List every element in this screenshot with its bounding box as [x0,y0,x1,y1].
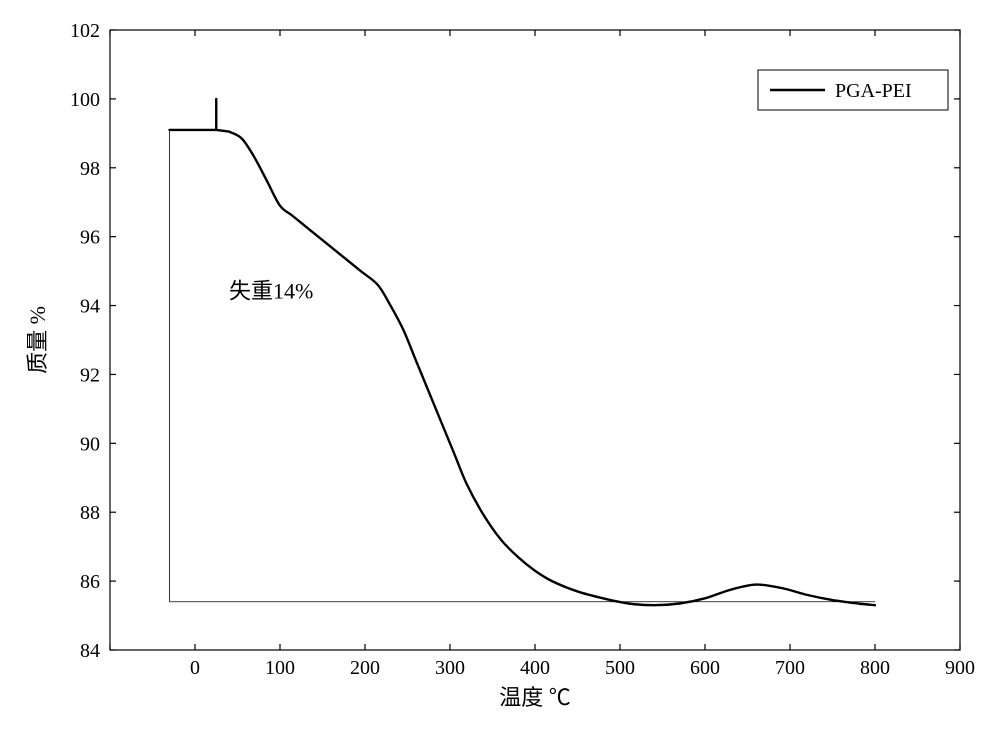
tga-chart: 0 100 200 300 400 500 600 700 800 900 84 86 88 90 92 94… [0,0,1000,739]
x-tick-label: 0 [190,657,200,679]
y-axis-label: 质量 % [25,306,50,374]
y-tick-label: 86 [80,571,100,593]
y-tick-label: 84 [80,640,100,662]
x-tick-label: 300 [435,657,465,679]
x-axis-label: 温度 ℃ [499,685,571,710]
x-tick-label: 600 [690,657,720,679]
x-tick-label: 500 [605,657,635,679]
x-tick-label: 100 [265,657,295,679]
weight-loss-annotation: 失重14% [229,279,313,304]
x-tick-label: 900 [945,657,975,679]
x-tick-label: 400 [520,657,550,679]
x-tick-label: 700 [775,657,805,679]
y-tick-label: 102 [70,20,100,42]
y-tick-label: 90 [80,433,100,455]
y-tick-label: 98 [80,158,100,180]
x-tick-label: 800 [860,657,890,679]
y-tick-label: 94 [80,296,100,318]
y-tick-label: 92 [80,364,100,386]
y-tick-label: 88 [80,502,100,524]
legend-label: PGA-PEI [835,80,912,102]
x-tick-label: 200 [350,657,380,679]
y-tick-label: 96 [80,227,100,249]
y-tick-label: 100 [70,89,100,111]
